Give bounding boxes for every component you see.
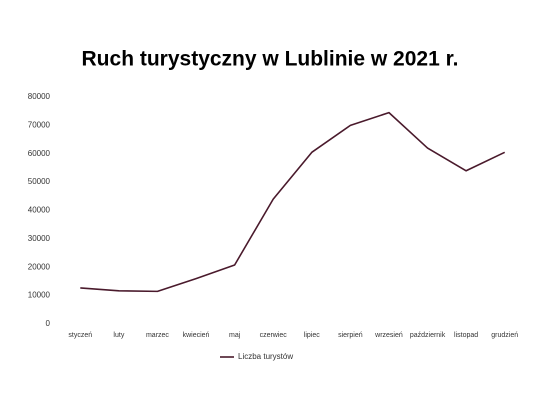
y-tick-label: 0 bbox=[46, 319, 51, 328]
x-tick-label: styczeń bbox=[68, 332, 92, 339]
legend-label: Liczba turystów bbox=[238, 352, 293, 361]
y-tick-label: 80000 bbox=[28, 92, 51, 101]
chart-title: Ruch turystyczny w Lublinie w 2021 r. bbox=[82, 48, 459, 71]
x-tick-label: luty bbox=[113, 332, 124, 339]
x-tick-label: wrzesień bbox=[374, 332, 403, 339]
x-tick-label: kwiecień bbox=[183, 332, 210, 339]
x-tick-label: grudzień bbox=[491, 332, 518, 339]
x-tick-label: listopad bbox=[454, 332, 478, 339]
x-tick-label: czerwiec bbox=[260, 332, 288, 339]
x-tick-label: marzec bbox=[146, 332, 169, 339]
x-tick-label: maj bbox=[229, 332, 241, 339]
series-line bbox=[80, 111, 506, 293]
x-tick-label: październik bbox=[410, 332, 446, 339]
y-tick-label: 40000 bbox=[28, 206, 51, 215]
y-tick-label: 20000 bbox=[28, 262, 51, 271]
x-tick-label: lipiec bbox=[304, 332, 320, 339]
y-tick-label: 70000 bbox=[28, 120, 51, 129]
y-tick-label: 30000 bbox=[28, 234, 51, 243]
y-tick-label: 60000 bbox=[28, 149, 51, 158]
y-tick-label: 10000 bbox=[28, 291, 51, 300]
y-tick-label: 50000 bbox=[28, 177, 51, 186]
x-tick-label: sierpień bbox=[338, 332, 363, 339]
